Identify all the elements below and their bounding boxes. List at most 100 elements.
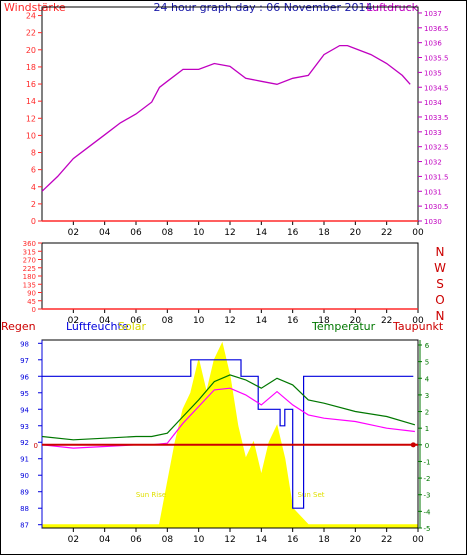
p3-x-tick-label: 22 (381, 535, 392, 545)
p2-x-tick-label: 20 (350, 316, 362, 326)
p3-x-tick-label: 16 (287, 535, 299, 545)
solar-area (41, 341, 419, 529)
pressure-tick-label: 1031.5 (424, 173, 449, 181)
humidity-tick-label: 96 (20, 373, 29, 381)
wind-tick-label: 10 (26, 131, 36, 140)
wind-tick-label: 22 (26, 29, 36, 38)
pressure-tick-label: 1033 (424, 129, 442, 137)
temperature-tick-label: 1 (425, 425, 429, 433)
p1-x-tick-label: 04 (99, 228, 111, 238)
wind-tick-label: 18 (26, 63, 36, 72)
compass-label: O (435, 293, 444, 307)
direction-tick-label: 360 (23, 240, 36, 248)
p2-x-tick-label: 10 (193, 316, 205, 326)
pressure-tick-label: 1030.5 (424, 203, 449, 211)
wind-direction-panel (41, 242, 419, 310)
direction-tick-label: 225 (23, 265, 36, 273)
temperature-tick-label: 3 (425, 392, 429, 400)
p2-x-tick-label: 00 (412, 316, 424, 326)
p2-x-tick-label: 06 (130, 316, 142, 326)
p2-x-tick-label: 02 (68, 316, 79, 326)
pressure-tick-label: 1035.5 (424, 55, 449, 63)
p2-x-tick-label: 08 (162, 316, 174, 326)
temperatur-line (41, 374, 416, 441)
temperature-tick-label: -4 (424, 508, 432, 516)
p3-x-tick-label: 08 (162, 535, 174, 545)
p3-x-tick-label: 20 (350, 535, 362, 545)
humidity-tick-label: 91 (20, 456, 29, 464)
pressure-tick-label: 1030 (424, 218, 442, 226)
pressure-tick-label: 1031 (424, 188, 442, 196)
pressure-tick-label: 1036 (424, 40, 442, 48)
p3-x-tick-label: 04 (99, 535, 111, 545)
humidity-tick-label: 89 (20, 489, 29, 497)
legend-luftfeuchte: Luftfeuchte (66, 320, 129, 333)
p2-x-tick-label: 16 (287, 316, 299, 326)
wind-tick-label: 12 (26, 114, 36, 123)
p3-x-tick-label: 10 (193, 535, 205, 545)
wind-tick-label: 2 (31, 200, 36, 209)
humidity-tick-label: 87 (20, 522, 29, 530)
windstaerke-label: Windstärke (4, 1, 66, 14)
p3-x-tick-label: 00 (412, 535, 424, 545)
compass-label: S (436, 277, 444, 291)
direction-tick-label: 0 (32, 306, 36, 314)
temperature-tick-label: 6 (425, 342, 430, 350)
temperature-tick-label: -3 (424, 492, 431, 500)
wind-pressure-panel (41, 6, 419, 222)
pressure-tick-label: 1032.5 (424, 144, 449, 152)
luftfeuchte-line (42, 359, 414, 509)
wind-tick-label: 16 (26, 80, 36, 89)
p2-x-tick-label: 14 (256, 316, 268, 326)
temperature-tick-label: -1 (424, 458, 431, 466)
p3-x-tick-label: 02 (68, 535, 79, 545)
sun-set-label: Sun Set (297, 491, 324, 499)
direction-tick-label: 180 (23, 273, 36, 281)
p2-x-tick-label: 18 (318, 316, 330, 326)
p3-x-tick-label: 14 (256, 535, 268, 545)
p1-x-tick-label: 02 (68, 228, 79, 238)
p3-x-tick-label: 18 (318, 535, 330, 545)
pressure-tick-label: 1036.5 (424, 25, 449, 33)
p1-x-tick-label: 16 (287, 228, 299, 238)
wind-tick-label: 24 (26, 12, 36, 21)
p1-x-tick-label: 06 (130, 228, 142, 238)
wind-tick-label: 8 (31, 149, 36, 158)
humidity-tick-label: 93 (20, 423, 29, 431)
p2-x-tick-label: 12 (224, 316, 235, 326)
humidity-tick-label: 97 (20, 357, 29, 365)
pressure-tick-label: 1032 (424, 159, 442, 167)
p2-x-tick-label: 04 (99, 316, 111, 326)
p3-x-tick-label: 06 (130, 535, 142, 545)
p1-x-tick-label: 12 (224, 228, 235, 238)
p3-x-tick-label: 12 (224, 535, 235, 545)
p1-x-tick-label: 20 (350, 228, 362, 238)
wind-tick-label: 4 (31, 183, 36, 192)
compass-label: W (434, 261, 446, 275)
compass-label: N (436, 309, 445, 323)
compass-label: N (436, 245, 445, 259)
p1-x-tick-label: 00 (412, 228, 424, 238)
temperature-tick-label: 2 (425, 409, 429, 417)
pressure-tick-label: 1037 (424, 10, 442, 18)
humidity-tick-label: 95 (20, 390, 29, 398)
humidity-tick-label: 92 (20, 439, 29, 447)
direction-tick-label: 135 (23, 281, 36, 289)
pressure-tick-label: 1034 (424, 99, 442, 107)
pressure-tick-label: 1033.5 (424, 114, 449, 122)
p1-x-tick-label: 14 (256, 228, 268, 238)
wind-tick-label: 0 (31, 217, 36, 226)
direction-tick-label: 90 (27, 290, 36, 298)
direction-tick-label: 315 (23, 248, 36, 256)
legend-solar: Solar (118, 320, 147, 333)
wind-tick-label: 20 (26, 46, 36, 55)
regen-endpoint (410, 442, 416, 448)
humidity-tick-label: 90 (20, 472, 29, 480)
legend-regen: Regen (1, 320, 36, 333)
humidity-tick-label: 88 (20, 505, 29, 513)
pressure-tick-label: 1035 (424, 69, 442, 77)
humidity-tick-label: 98 (20, 340, 29, 348)
legend-temperatur: Temperatur (311, 320, 376, 333)
direction-tick-label: 45 (27, 298, 36, 306)
